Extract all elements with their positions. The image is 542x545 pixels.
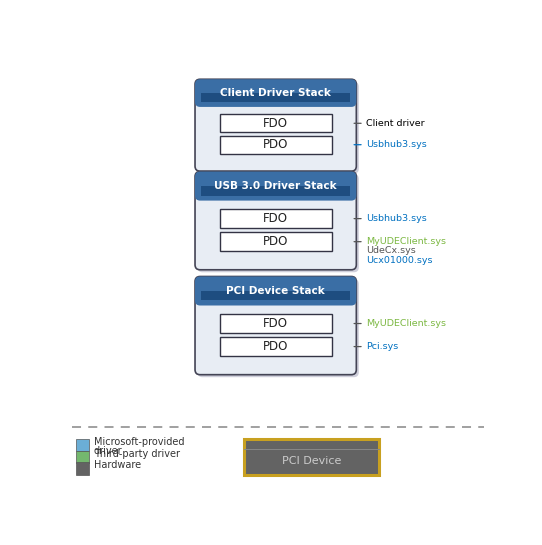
Text: Microsoft-provided: Microsoft-provided [94,437,184,447]
Bar [76,439,89,451]
Text: MyUDEClient.sys: MyUDEClient.sys [366,319,446,328]
Text: Client driver: Client driver [366,119,424,128]
Text: Hardware: Hardware [94,461,141,470]
Text: FDO: FDO [263,317,288,330]
FancyBboxPatch shape [195,276,356,374]
Text: Client Driver Stack: Client Driver Stack [220,88,331,98]
Bar [76,462,89,475]
Bar [76,451,89,463]
Text: UdeCx.sys: UdeCx.sys [366,246,416,256]
Text: FDO: FDO [263,212,288,225]
FancyBboxPatch shape [220,337,332,356]
Bar [244,439,378,475]
FancyBboxPatch shape [220,114,332,132]
FancyBboxPatch shape [201,93,351,102]
Text: Pci.sys: Pci.sys [366,342,398,351]
Text: PCI Device: PCI Device [282,456,341,466]
Text: Ucx01000.sys: Ucx01000.sys [366,256,433,265]
FancyBboxPatch shape [220,209,332,228]
Text: Usbhub3.sys: Usbhub3.sys [366,214,427,223]
Text: USB 3.0 Driver Stack: USB 3.0 Driver Stack [215,181,337,191]
FancyBboxPatch shape [195,172,356,201]
Text: FDO: FDO [263,117,288,130]
Text: PCI Device Stack: PCI Device Stack [227,286,325,296]
FancyBboxPatch shape [195,276,356,306]
Text: driver: driver [94,446,122,456]
FancyBboxPatch shape [197,82,359,174]
Text: Usbhub3.sys: Usbhub3.sys [366,140,427,149]
FancyBboxPatch shape [201,291,351,300]
FancyBboxPatch shape [220,314,332,333]
FancyBboxPatch shape [195,172,356,270]
Text: MyUDEClient.sys: MyUDEClient.sys [366,237,446,246]
FancyBboxPatch shape [195,79,356,107]
FancyBboxPatch shape [220,136,332,154]
Text: PDO: PDO [263,340,288,353]
FancyBboxPatch shape [201,186,351,196]
Text: PDO: PDO [263,235,288,248]
Text: Third-party driver: Third-party driver [94,449,180,458]
FancyBboxPatch shape [195,79,356,171]
Text: PDO: PDO [263,138,288,151]
FancyBboxPatch shape [197,174,359,272]
FancyBboxPatch shape [197,279,359,377]
FancyBboxPatch shape [220,232,332,251]
